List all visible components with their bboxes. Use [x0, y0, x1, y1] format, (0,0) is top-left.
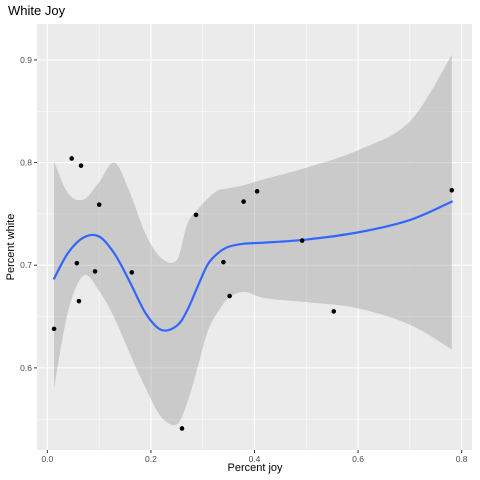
data-point-15: [331, 309, 337, 314]
data-point-8: [179, 426, 185, 431]
data-point-13: [254, 189, 260, 194]
data-point-9: [193, 212, 199, 218]
data-point-3: [76, 298, 82, 304]
x-tick-label-3: 0.6: [352, 454, 364, 464]
data-point-16: [449, 187, 455, 193]
x-tick-label-4: 0.8: [456, 454, 468, 464]
x-axis-title: Percent joy: [227, 462, 283, 474]
y-tick-label-0: 0.6: [20, 363, 32, 373]
x-axis-ticks: 0.0 0.2 0.4 0.6 0.8: [41, 450, 468, 464]
y-tick-label-1: 0.7: [20, 260, 32, 270]
data-point-2: [74, 260, 80, 266]
data-point-12: [241, 199, 246, 204]
scatter-points: [51, 156, 455, 431]
chart-title: White Joy: [8, 3, 66, 18]
y-axis-ticks: 0.6 0.7 0.8 0.9: [20, 55, 37, 373]
y-tick-label-2: 0.8: [20, 158, 32, 168]
data-point-0: [51, 326, 57, 332]
data-point-7: [129, 270, 135, 275]
confidence-band: [54, 54, 452, 426]
data-point-4: [78, 163, 84, 168]
x-tick-label-1: 0.2: [145, 454, 157, 464]
x-tick-label-2: 0.4: [249, 454, 261, 464]
y-axis-title: Percent white: [5, 214, 17, 281]
data-point-14: [299, 238, 305, 243]
major-gridlines: [37, 24, 472, 450]
data-point-5: [92, 269, 98, 274]
data-point-6: [96, 202, 102, 207]
data-point-10: [221, 259, 226, 265]
y-tick-label-3: 0.9: [20, 55, 32, 65]
data-point-1: [69, 156, 74, 161]
data-point-11: [227, 293, 232, 299]
x-tick-label-0: 0.0: [41, 454, 53, 464]
